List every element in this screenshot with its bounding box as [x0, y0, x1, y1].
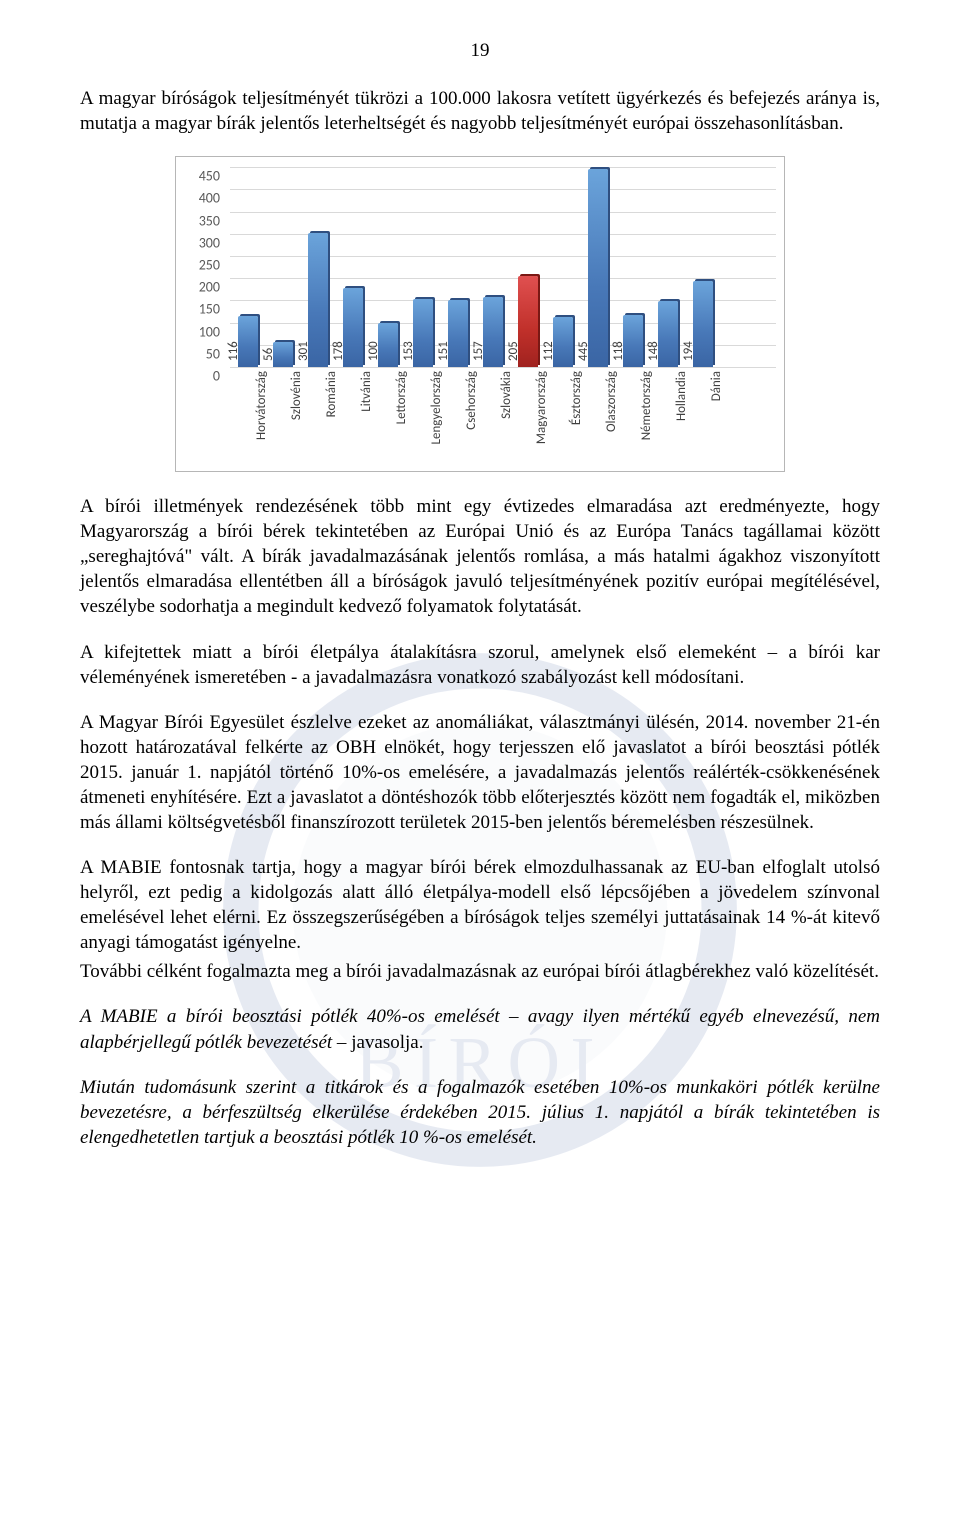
- chart-bar-value: 118: [611, 341, 626, 361]
- chart-bar: 205: [518, 276, 538, 367]
- chart-bar-value: 148: [646, 341, 661, 361]
- chart-bar: 116: [238, 316, 258, 368]
- chart-bar-value: 151: [436, 341, 451, 361]
- chart-y-tick: 150: [199, 301, 220, 318]
- chart-bar-value: 178: [331, 341, 346, 361]
- intro-paragraph: A magyar bíróságok teljesítményét tükröz…: [80, 86, 880, 136]
- chart-bar: 178: [343, 288, 363, 367]
- chart-bar-value: 112: [541, 341, 556, 361]
- paragraph-7: A MABIE a bírói beosztási pótlék 40%-os …: [80, 1004, 880, 1054]
- page-number: 19: [80, 40, 880, 62]
- chart-y-tick: 100: [199, 323, 220, 340]
- chart-x-label: Románia: [324, 371, 339, 417]
- chart-x-label: Dánia: [709, 371, 724, 401]
- chart-bars-area: 1165630117810015315115720511244511814819…: [230, 167, 776, 367]
- chart-y-tick: 400: [199, 190, 220, 207]
- chart-bar-value: 205: [506, 341, 521, 361]
- paragraph-8: Miután tudomásunk szerint a titkárok és …: [80, 1075, 880, 1150]
- paragraph-7-italic: A MABIE a bírói beosztási pótlék 40%-os …: [80, 1006, 880, 1052]
- chart-y-tick: 0: [213, 368, 220, 385]
- chart-y-axis: 050100150200250300350400450: [184, 167, 224, 367]
- chart-x-label: Magyarország: [534, 371, 549, 444]
- chart-bar: 100: [378, 323, 398, 367]
- chart-bar-value: 157: [471, 341, 486, 361]
- chart-x-label: Szlovénia: [289, 371, 304, 420]
- chart-y-tick: 200: [199, 279, 220, 296]
- chart-x-label: Litvánia: [359, 371, 374, 412]
- chart-bar: 301: [308, 233, 328, 367]
- chart-x-label: Németország: [639, 371, 654, 440]
- paragraph-3: A kifejtettek miatt a bírói életpálya át…: [80, 640, 880, 690]
- chart-x-label: Észtország: [569, 371, 584, 425]
- chart-bar: 112: [553, 317, 573, 367]
- chart-x-label: Csehország: [464, 371, 479, 430]
- chart-bar: 194: [693, 281, 713, 367]
- chart-y-tick: 250: [199, 257, 220, 274]
- chart-y-tick: 450: [199, 168, 220, 185]
- chart-bar-value: 56: [261, 348, 276, 361]
- chart-gridline: [230, 189, 776, 190]
- chart-bar: 151: [448, 300, 468, 367]
- paragraph-2: A bírói illetmények rendezésének több mi…: [80, 494, 880, 619]
- chart-bar: 148: [658, 301, 678, 367]
- chart-bar: 118: [623, 315, 643, 367]
- chart-x-label: Horvátország: [254, 371, 269, 440]
- chart-x-label: Olaszország: [604, 371, 619, 432]
- paragraph-7-plain: javasolja.: [351, 1032, 423, 1053]
- chart-y-tick: 300: [199, 234, 220, 251]
- chart-x-label: Hollandia: [674, 371, 689, 421]
- chart-container: 050100150200250300350400450 116563011781…: [175, 156, 785, 472]
- chart-bar: 445: [588, 169, 608, 367]
- chart-bar-value: 194: [681, 341, 696, 361]
- chart-bar-value: 153: [401, 341, 416, 361]
- paragraph-5: A MABIE fontosnak tartja, hogy a magyar …: [80, 855, 880, 955]
- chart-bar-value: 100: [366, 341, 381, 361]
- chart-bar-value: 116: [226, 341, 241, 361]
- chart-bar-value: 301: [296, 341, 311, 361]
- chart-x-label: Lettország: [394, 371, 409, 424]
- paragraph-4: A Magyar Bírói Egyesület észlelve ezeket…: [80, 710, 880, 835]
- chart-gridline: [230, 212, 776, 213]
- chart-x-labels: Horvátország Szlovénia Románia Litvánia Lett…: [230, 371, 776, 467]
- chart-y-tick: 350: [199, 212, 220, 229]
- chart-gridline: [230, 167, 776, 168]
- chart-gridline: [230, 367, 776, 368]
- chart-bar: 157: [483, 297, 503, 367]
- chart-y-tick: 50: [206, 345, 220, 362]
- chart-bar: 153: [413, 299, 433, 367]
- chart-x-label: Lengyelország: [429, 371, 444, 444]
- chart-x-label: Szlovákia: [499, 371, 514, 419]
- chart-bar: 56: [273, 342, 293, 367]
- chart-bar-value: 445: [576, 341, 591, 361]
- paragraph-6: További célként fogalmazta meg a bírói j…: [80, 959, 880, 984]
